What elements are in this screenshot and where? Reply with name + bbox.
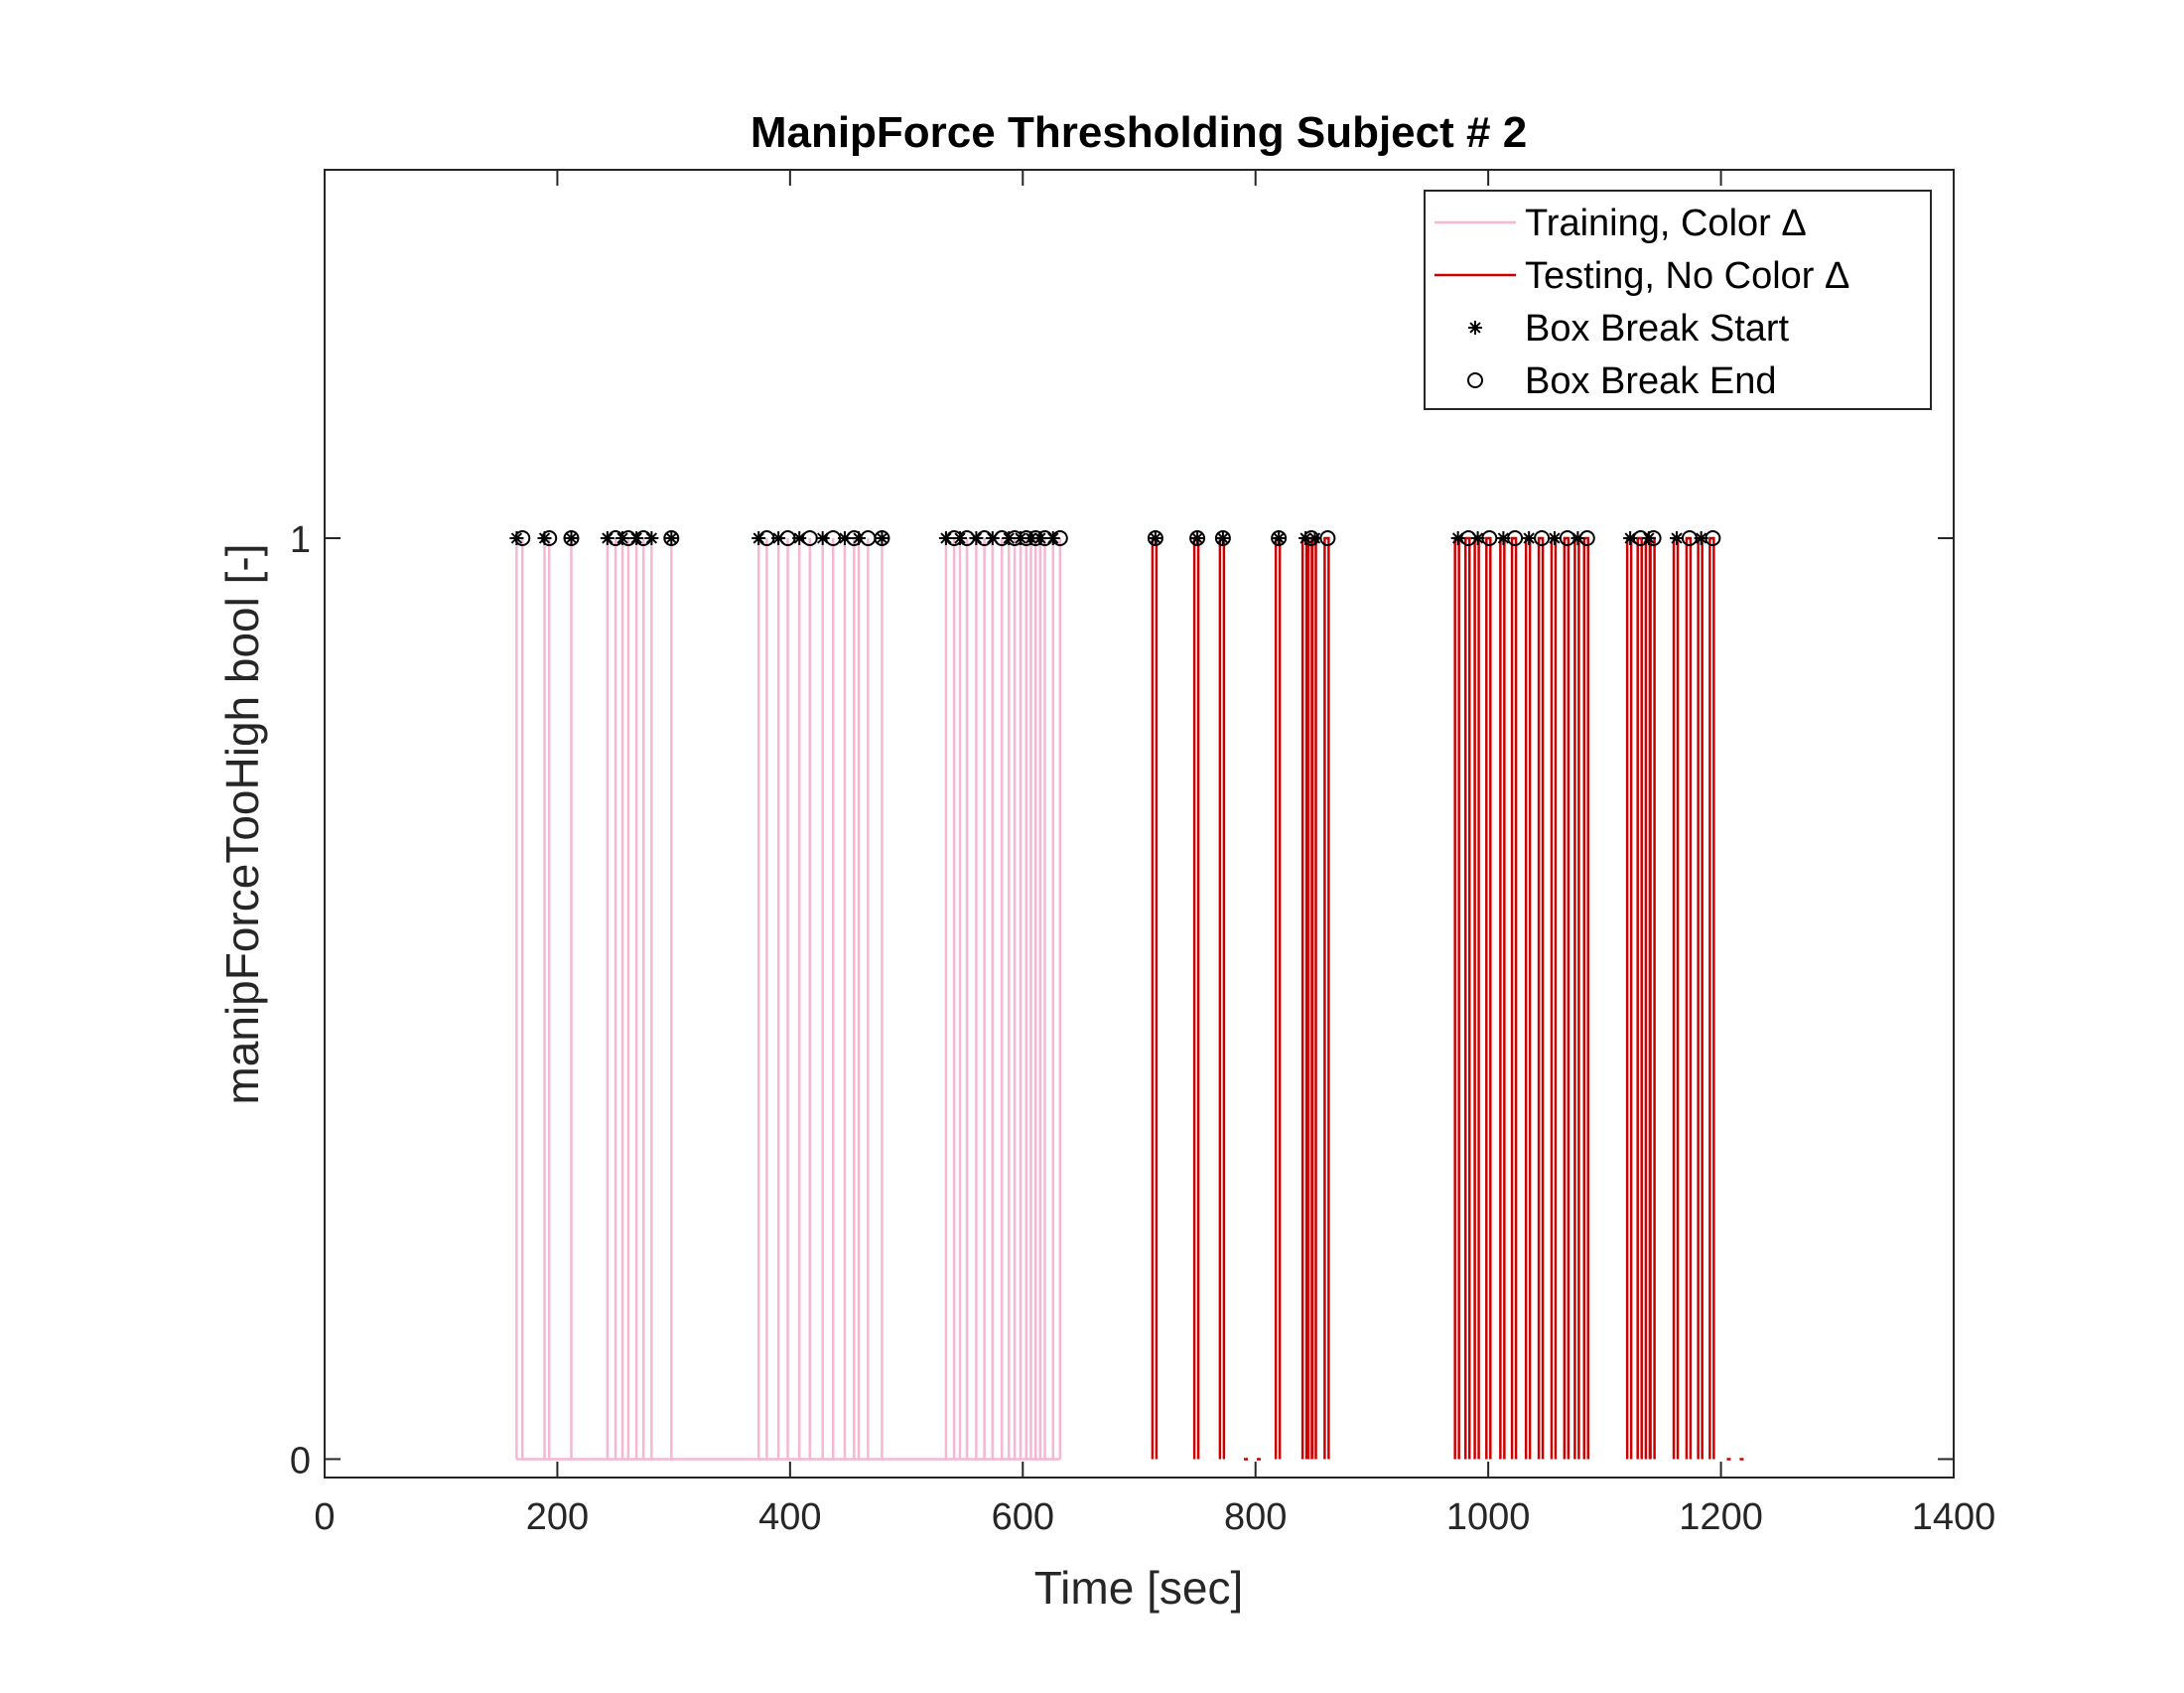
box-break-end-marker-13 (874, 529, 890, 546)
testing-spike-11 (1485, 536, 1492, 1460)
box-break-end-marker-30 (1481, 529, 1498, 546)
box-break-end-marker-4 (619, 529, 636, 546)
box-break-end-marker-16 (976, 529, 993, 546)
box-break-end-marker-29 (1460, 529, 1477, 546)
box-break-end-marker-27 (1302, 529, 1319, 546)
legend-testing-label: Testing, No Color Δ (1525, 255, 1849, 297)
testing-spike-19 (1582, 536, 1590, 1460)
x-tick-label-4: 800 (1224, 1496, 1287, 1538)
legend: Training, Color Δ Testing, No Color Δ Bo… (1424, 190, 1932, 410)
box-break-end-marker-34 (1578, 529, 1595, 546)
box-break-end-marker-7 (758, 529, 775, 546)
box-break-start-marker-1 (537, 530, 552, 545)
box-break-start-marker-15 (938, 530, 953, 545)
box-break-end-marker-23 (1147, 529, 1163, 546)
box-break-end-marker-17 (994, 529, 1011, 546)
x-tick-label-7: 1400 (1912, 1496, 1996, 1538)
box-break-end-marker-6 (663, 529, 680, 546)
testing-spike-17 (1563, 536, 1570, 1460)
testing-spike-9 (1463, 536, 1471, 1460)
testing-spike-15 (1537, 536, 1545, 1460)
x-axis-label: Time [sec] (1034, 1562, 1243, 1614)
box-break-start-marker-14 (875, 530, 889, 545)
box-break-end-marker-1 (541, 529, 558, 546)
x-tick-label-5: 1000 (1446, 1496, 1531, 1538)
box-break-start-marker-26 (1215, 530, 1230, 545)
chart-title: ManipForce Thresholding Subject # 2 (751, 108, 1527, 157)
legend-asterisk-glyph (1468, 321, 1482, 335)
legend-box-break-end-label: Box Break End (1525, 360, 1776, 402)
box-break-end-marker-18 (1007, 529, 1024, 546)
box-break-end-marker-15 (959, 529, 976, 546)
box-break-end-marker-25 (1214, 529, 1231, 546)
box-break-end-marker-0 (514, 529, 531, 546)
box-break-end-marker-14 (946, 529, 963, 546)
legend-box-break-start-label: Box Break Start (1525, 308, 1790, 350)
box-break-end-marker-21 (1036, 529, 1053, 546)
y-tick-label-0: 0 (290, 1440, 311, 1481)
box-break-start-marker-33 (1522, 530, 1537, 545)
legend-asterisk-marker (1468, 321, 1482, 335)
legend-training-label: Training, Color Δ (1525, 203, 1807, 244)
axes-box (324, 169, 1955, 1479)
legend-box (1424, 190, 1932, 410)
box-break-end-marker-5 (635, 529, 652, 546)
box-break-end-marker-28 (1319, 529, 1336, 546)
box-break-end-marker-22 (1051, 529, 1068, 546)
box-break-start-marker-6 (644, 530, 659, 545)
x-tick-label-1: 200 (526, 1496, 589, 1538)
box-break-end-marker-10 (825, 529, 842, 546)
box-break-end-marker-2 (563, 529, 580, 546)
box-break-end-marker-32 (1534, 529, 1551, 546)
box-break-end-marker-19 (1018, 529, 1034, 546)
marker-layer (509, 529, 1721, 546)
testing-spike-7 (1323, 536, 1330, 1460)
box-break-end-marker-31 (1507, 529, 1524, 546)
box-break-end-marker-37 (1681, 529, 1698, 546)
x-tick-label-6: 1200 (1679, 1496, 1763, 1538)
box-break-start-marker-38 (1670, 530, 1685, 545)
box-break-start-marker-34 (1547, 530, 1562, 545)
box-break-end-marker-8 (779, 529, 796, 546)
box-break-end-marker-3 (608, 529, 624, 546)
y-tick-label-1: 1 (290, 519, 311, 561)
x-tick-label-3: 600 (992, 1496, 1054, 1538)
box-break-end-marker-24 (1189, 529, 1206, 546)
box-break-end-marker-38 (1705, 529, 1721, 546)
box-break-start-marker-25 (1190, 530, 1205, 545)
box-break-end-marker-20 (1027, 529, 1044, 546)
box-break-start-marker-8 (751, 530, 766, 545)
box-break-start-marker-3 (600, 530, 614, 545)
tick-layer: 0 200 400 600 800 1000 1200 1400 0 1 (290, 170, 1995, 1538)
box-break-end-marker-35 (1632, 529, 1649, 546)
testing-spike-21 (1636, 536, 1643, 1460)
testing-spike-25 (1685, 536, 1693, 1460)
x-tick-label-2: 400 (758, 1496, 821, 1538)
box-break-end-marker-33 (1559, 529, 1575, 546)
testing-spike-27 (1708, 536, 1715, 1460)
testing-spike-13 (1510, 536, 1518, 1460)
x-tick-label-0: 0 (314, 1496, 335, 1538)
box-break-start-marker-7 (664, 530, 679, 545)
box-break-end-marker-26 (1271, 529, 1288, 546)
box-break-end-marker-36 (1645, 529, 1662, 546)
y-axis-label: manipForceTooHigh bool [-] (216, 543, 268, 1104)
box-break-start-marker-24 (1148, 530, 1162, 545)
box-break-start-marker-27 (1272, 530, 1287, 545)
legend-circle-marker (1467, 372, 1483, 388)
box-break-start-marker-2 (564, 530, 579, 545)
box-break-end-marker-9 (801, 529, 818, 546)
